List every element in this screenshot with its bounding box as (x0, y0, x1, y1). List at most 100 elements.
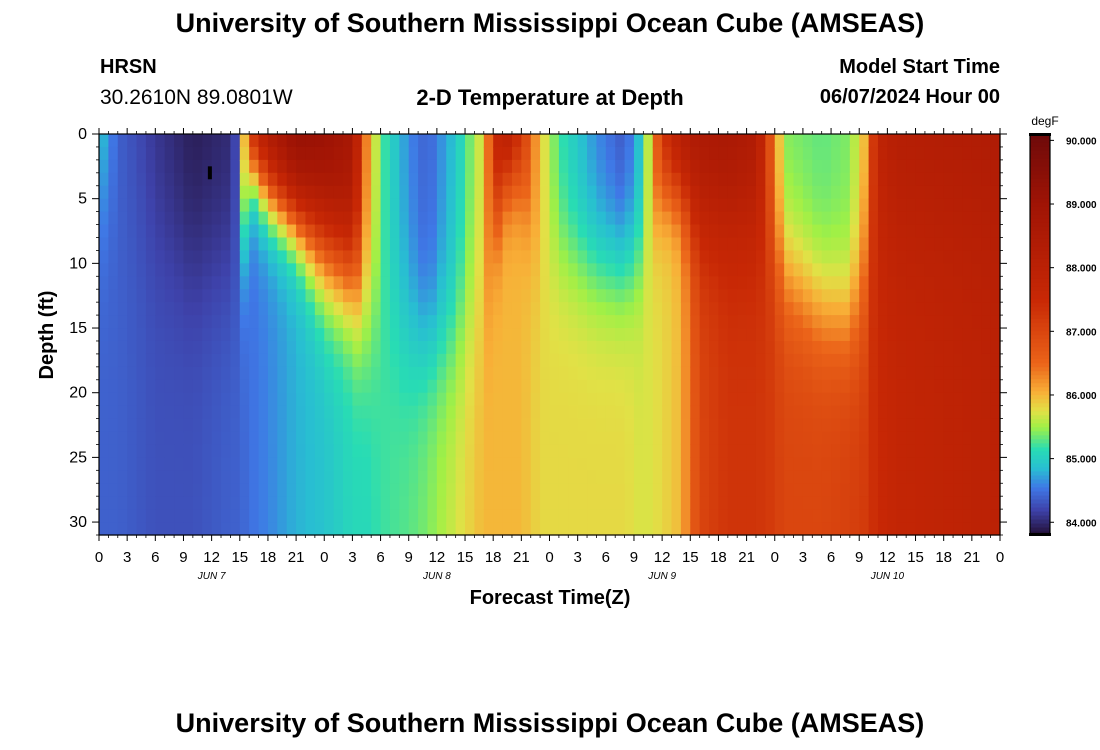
heatmap-cell (549, 315, 560, 329)
heatmap-cell (971, 379, 982, 394)
colorbar-segment (1030, 374, 1050, 380)
colorbar-tick-label: 84.000 (1066, 518, 1097, 529)
heatmap-cell (953, 237, 964, 252)
colorbar-segment (1030, 294, 1050, 300)
heatmap-cell (127, 172, 138, 187)
heatmap-cell (474, 289, 485, 303)
heatmap-cell (699, 172, 710, 187)
heatmap-cell (174, 522, 185, 536)
heatmap-cell (249, 379, 260, 394)
heatmap-cell (127, 379, 138, 394)
heatmap-cell (558, 172, 569, 187)
heatmap-cell (258, 483, 269, 497)
heatmap-cell (183, 418, 194, 433)
heatmap-cell (849, 315, 860, 329)
heatmap-cell (352, 457, 363, 471)
heatmap-cell (633, 211, 644, 226)
heatmap-cell (633, 185, 644, 200)
heatmap-cell (633, 315, 644, 329)
heatmap-cell (568, 470, 579, 484)
heatmap-cell (530, 328, 541, 342)
heatmap-cell (849, 418, 860, 433)
heatmap-cell (831, 444, 842, 458)
heatmap-cell (399, 379, 410, 394)
heatmap-cell (652, 315, 663, 329)
heatmap-cell (324, 198, 335, 213)
heatmap-cell (577, 237, 588, 252)
heatmap-cell (230, 509, 241, 523)
heatmap-cell (558, 328, 569, 342)
heatmap-cell (849, 134, 860, 148)
heatmap-cell (145, 340, 156, 355)
heatmap-cell (981, 470, 992, 484)
heatmap-cell (624, 289, 635, 303)
heatmap-cell (812, 315, 823, 329)
heatmap-cell (465, 522, 476, 536)
heatmap-cell (474, 509, 485, 523)
heatmap-cell (577, 522, 588, 536)
heatmap-cell (446, 522, 457, 536)
heatmap-cell (277, 263, 288, 277)
heatmap-cell (389, 172, 400, 187)
x-tick-label: 15 (682, 549, 699, 566)
heatmap-cell (211, 483, 222, 497)
heatmap-cell (981, 379, 992, 394)
heatmap-cell (183, 366, 194, 381)
x-tick-label: 21 (513, 549, 530, 566)
heatmap-cell (812, 328, 823, 342)
heatmap-cell (192, 172, 203, 187)
heatmap-cell (399, 392, 410, 407)
heatmap-cell (840, 302, 851, 316)
heatmap-cell (690, 483, 701, 497)
heatmap-cell (277, 302, 288, 316)
heatmap-cell (399, 522, 410, 536)
heatmap-cell (155, 263, 166, 277)
heatmap-cell (793, 302, 804, 316)
heatmap-cell (277, 379, 288, 394)
heatmap-cell (924, 470, 935, 484)
heatmap-cell (643, 172, 654, 187)
heatmap-cell (221, 159, 231, 174)
heatmap-cell (540, 302, 551, 316)
heatmap-cell (183, 509, 194, 523)
heatmap-cell (155, 250, 166, 264)
heatmap-cell (568, 392, 579, 407)
heatmap-cell (690, 185, 701, 200)
heatmap-cell (643, 276, 654, 290)
heatmap-cell (343, 496, 354, 510)
heatmap-cell (812, 211, 823, 226)
heatmap-cell (352, 198, 363, 213)
heatmap-cell (774, 509, 785, 523)
heatmap-cell (483, 211, 494, 226)
heatmap-cell (352, 315, 363, 329)
heatmap-cell (671, 483, 682, 497)
heatmap-cell (943, 185, 954, 200)
heatmap-cell (859, 509, 870, 523)
heatmap-cell (774, 431, 785, 446)
heatmap-cell (521, 379, 532, 394)
heatmap-cell (530, 366, 541, 381)
heatmap-cell (361, 405, 372, 420)
heatmap-cell (267, 340, 278, 355)
heatmap-cell (127, 418, 138, 433)
heatmap-cell (587, 392, 598, 407)
heatmap-cell (277, 328, 288, 342)
heatmap-cell (558, 237, 569, 252)
heatmap-cell (333, 237, 344, 252)
heatmap-cell (155, 340, 166, 355)
heatmap-cell (136, 315, 147, 329)
heatmap-cell (371, 172, 382, 187)
heatmap-cell (521, 289, 532, 303)
heatmap-cell (596, 250, 607, 264)
heatmap-cell (296, 237, 307, 252)
heatmap-cell (718, 353, 729, 368)
heatmap-cell (192, 483, 203, 497)
heatmap-cell (389, 328, 400, 342)
heatmap-cell (802, 224, 813, 239)
heatmap-cell (906, 340, 917, 355)
colorbar-segment (1030, 490, 1050, 496)
heatmap-cell (446, 250, 457, 264)
heatmap-cell (361, 496, 372, 510)
heatmap-cell (455, 328, 466, 342)
heatmap-cell (643, 509, 654, 523)
